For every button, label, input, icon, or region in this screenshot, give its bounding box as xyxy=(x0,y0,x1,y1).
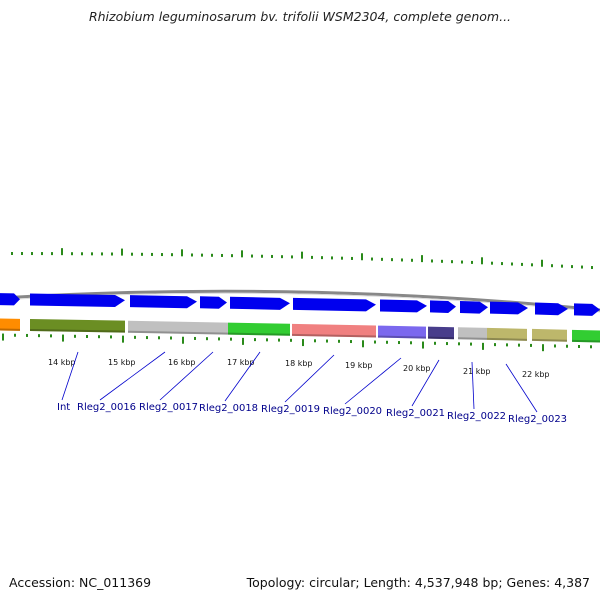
map-title: Rhizobium leguminosarum bv. trifolii WSM… xyxy=(88,9,512,24)
forward-gene-arrow xyxy=(200,296,227,309)
reverse-gene-shadow xyxy=(458,337,487,340)
scale-label-15: 15 kbp xyxy=(108,358,136,367)
gene-label-rleg2-0020[interactable]: Rleg2_0020 xyxy=(323,406,382,417)
leader-line xyxy=(159,351,214,401)
leader-line xyxy=(344,357,402,405)
reverse-gene-shadow xyxy=(428,336,454,340)
reverse-strand-genes xyxy=(0,318,600,343)
reverse-gene-block xyxy=(458,327,487,340)
topology-summary: Topology: circular; Length: 4,537,948 bp… xyxy=(246,575,590,590)
gc-skew-ticks xyxy=(11,248,593,270)
scale-label-22: 22 kbp xyxy=(522,370,550,379)
forward-gene-arrow xyxy=(574,303,600,316)
scale-label-17: 17 kbp xyxy=(227,358,255,367)
gene-leader-lines xyxy=(61,351,538,413)
reverse-gene-block xyxy=(0,318,20,331)
reverse-gene-shadow xyxy=(0,328,20,331)
leader-line xyxy=(61,351,79,401)
forward-gene-arrow xyxy=(535,302,568,316)
gene-labels: Int Rleg2_0016 Rleg2_0017 Rleg2_0018 Rle… xyxy=(57,402,567,425)
gene-label-rleg2-0019[interactable]: Rleg2_0019 xyxy=(261,404,320,415)
gene-label-rleg2-0023[interactable]: Rleg2_0023 xyxy=(508,414,567,425)
reverse-gene-block xyxy=(30,319,125,333)
forward-gene-arrow xyxy=(490,301,528,315)
scale-label-19: 19 kbp xyxy=(345,361,373,370)
gene-label-rleg2-0016[interactable]: Rleg2_0016 xyxy=(77,402,136,413)
forward-gene-arrow xyxy=(380,299,427,313)
scale-labels: 14 kbp 15 kbp 16 kbp 17 kbp 18 kbp 19 kb… xyxy=(48,358,550,379)
forward-strand-genes xyxy=(0,293,600,316)
reverse-gene-block xyxy=(128,320,228,335)
leader-line xyxy=(505,363,538,413)
reverse-gene-shadow xyxy=(128,330,228,335)
reverse-gene-shadow xyxy=(572,339,600,343)
leader-line xyxy=(224,351,261,402)
forward-gene-arrow xyxy=(230,296,290,310)
scale-label-18: 18 kbp xyxy=(285,359,313,368)
reverse-gene-shadow xyxy=(378,335,426,339)
leader-line xyxy=(99,351,166,401)
forward-gene-arrow xyxy=(460,301,488,314)
reverse-gene-block xyxy=(487,327,527,341)
gene-label-int[interactable]: Int xyxy=(57,402,70,413)
reverse-gene-shadow xyxy=(487,337,527,341)
gene-label-rleg2-0021[interactable]: Rleg2_0021 xyxy=(386,408,445,419)
leader-line xyxy=(471,361,475,410)
forward-gene-arrow xyxy=(0,293,20,306)
reverse-gene-shadow xyxy=(30,329,125,333)
scale-label-16: 16 kbp xyxy=(168,358,196,367)
reverse-gene-block xyxy=(572,329,600,343)
reverse-gene-shadow xyxy=(228,332,290,336)
leader-line xyxy=(411,359,440,407)
reverse-gene-shadow xyxy=(292,333,376,338)
gene-label-rleg2-0017[interactable]: Rleg2_0017 xyxy=(139,402,198,413)
reverse-gene-block xyxy=(532,328,567,342)
forward-gene-arrow xyxy=(30,293,125,308)
reverse-gene-block xyxy=(428,326,454,340)
reverse-gene-shadow xyxy=(532,338,567,342)
scale-ticks xyxy=(2,333,592,352)
gene-label-rleg2-0022[interactable]: Rleg2_0022 xyxy=(447,411,506,422)
scale-label-14: 14 kbp xyxy=(48,358,76,367)
leader-line xyxy=(284,354,335,403)
gene-label-rleg2-0018[interactable]: Rleg2_0018 xyxy=(199,403,258,414)
scale-label-21: 21 kbp xyxy=(463,367,491,376)
reverse-gene-block xyxy=(292,323,376,338)
reverse-gene-block xyxy=(378,325,426,339)
scale-label-20: 20 kbp xyxy=(403,364,431,373)
forward-gene-arrow xyxy=(293,297,376,312)
forward-gene-arrow xyxy=(130,295,197,309)
reverse-gene-block xyxy=(228,322,290,336)
forward-gene-arrow xyxy=(430,300,456,313)
accession-label: Accession: NC_011369 xyxy=(9,575,152,590)
